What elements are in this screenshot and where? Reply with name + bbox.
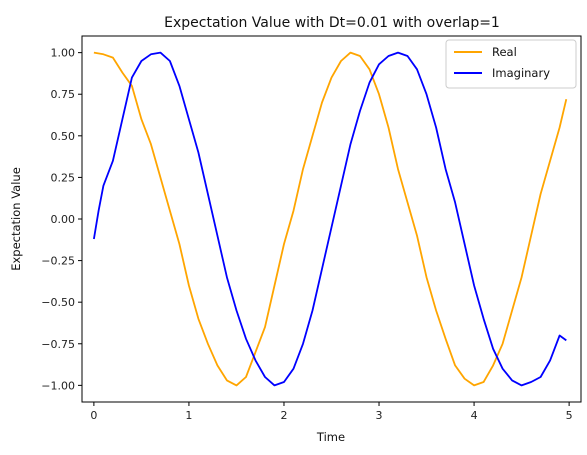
y-tick-label: 1.00: [51, 47, 76, 60]
y-tick-label: 0.25: [51, 171, 76, 184]
x-axis-label: Time: [316, 430, 345, 444]
y-tick-label: −1.00: [41, 379, 75, 392]
y-axis-label: Expectation Value: [9, 167, 23, 271]
x-tick-label: 4: [471, 409, 478, 422]
y-tick-label: −0.75: [41, 338, 75, 351]
y-axis: −1.00 −0.75 −0.50 −0.25 0.00 0.25 0.50 0.75 1.00: [41, 47, 82, 392]
series-line-imaginary: [93, 51, 567, 387]
legend: Real Imaginary: [445, 39, 577, 89]
x-axis: 0 1 2 3 4 5: [90, 402, 573, 422]
y-tick-label: 0.75: [51, 88, 76, 101]
y-tick-label: −0.50: [41, 296, 75, 309]
y-tick-label: 0.50: [51, 130, 76, 143]
x-tick-label: 2: [280, 409, 287, 422]
x-tick-label: 5: [566, 409, 573, 422]
y-tick-label: −0.25: [41, 255, 75, 268]
chart-title: Expectation Value with Dt=0.01 with over…: [164, 15, 500, 31]
series-line-real: [93, 51, 568, 387]
plot-area: [93, 51, 568, 387]
x-tick-label: 3: [376, 409, 383, 422]
legend-label-imaginary: Imaginary: [492, 66, 550, 80]
x-tick-label: 1: [185, 409, 192, 422]
x-tick-label: 0: [90, 409, 97, 422]
y-tick-label: 0.00: [51, 213, 76, 226]
legend-label-real: Real: [492, 45, 517, 59]
